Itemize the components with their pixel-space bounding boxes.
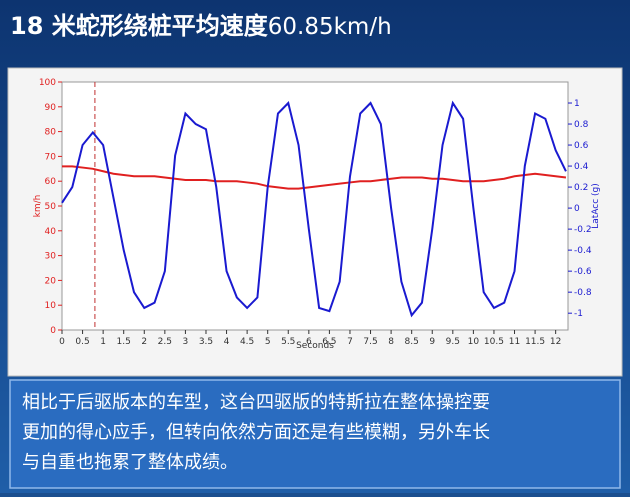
y2-tick-label: 0 (574, 204, 580, 214)
x-tick-label: 11.5 (525, 337, 545, 347)
caption-line: 相比于后驱版本的车型，这台四驱版的特斯拉在整体操控要 (22, 392, 490, 413)
y2-tick-label: 0.8 (574, 120, 589, 130)
x-tick-label: 3 (183, 337, 189, 347)
x-tick-label: 7 (347, 337, 353, 347)
x-tick-label: 9.5 (446, 337, 460, 347)
y-tick-label: 10 (45, 301, 57, 311)
y-axis-label: km/h (33, 195, 43, 218)
y-tick-label: 40 (45, 227, 57, 237)
x-tick-label: 9 (429, 337, 435, 347)
x-tick-label: 8.5 (405, 337, 419, 347)
y2-tick-label: 0.4 (574, 162, 589, 172)
series-line (61, 100, 567, 318)
y-tick-label: 100 (39, 78, 56, 88)
x-axis-label: Seconds (296, 341, 334, 351)
x-tick-label: 11 (509, 337, 520, 347)
x-tick-label: 5.5 (281, 337, 295, 347)
x-tick-label: 7.5 (363, 337, 377, 347)
x-tick-label: 5 (265, 337, 271, 347)
x-tick-label: 0.5 (75, 337, 89, 347)
x-tick-label: 6.5 (322, 337, 336, 347)
caption-line: 更加的得心应手，但转向依然方面还是有些模糊，另外车长 (22, 422, 490, 443)
y2-tick-label: 0.2 (574, 183, 588, 193)
x-tick-label: 6 (306, 337, 312, 347)
y2-tick-label: -0.6 (574, 267, 592, 277)
title-value: 60.85km/h (268, 14, 392, 40)
x-tick-label: 10 (468, 337, 480, 347)
x-tick-label: 0 (59, 337, 65, 347)
y-tick-label: 80 (45, 128, 57, 138)
title: 18 米蛇形绕桩平均速度 (10, 12, 269, 40)
y-tick-label: 20 (45, 276, 57, 286)
x-tick-label: 12 (550, 337, 561, 347)
x-tick-label: 4 (224, 337, 230, 347)
y2-tick-label: 0.6 (574, 141, 589, 151)
plot-area (61, 81, 569, 331)
x-tick-label: 3.5 (199, 337, 213, 347)
x-tick-label: 1.5 (117, 337, 131, 347)
y-tick-label: 60 (45, 177, 57, 187)
y-tick-label: 30 (45, 252, 57, 262)
caption-box (9, 379, 621, 489)
header-title: 18 米蛇形绕桩平均速度60.85km/h (10, 12, 392, 40)
x-tick-label: 8 (388, 337, 394, 347)
y2-tick-label: -0.4 (574, 246, 592, 256)
y2-tick-label: -0.2 (574, 225, 592, 235)
series-line (62, 165, 567, 190)
x-tick-label: 1 (100, 337, 106, 347)
y-tick-label: 50 (45, 202, 57, 212)
y-tick-label: 90 (45, 103, 57, 113)
x-tick-label: 4.5 (240, 337, 254, 347)
x-tick-label: 2.5 (158, 337, 172, 347)
x-tick-label: 10.5 (484, 337, 504, 347)
y-tick-label: 0 (50, 326, 56, 336)
caption-line: 与自重也拖累了整体成绩。 (22, 452, 238, 473)
y-tick-label: 70 (45, 152, 57, 162)
y2-axis-label: LatAcc (g) (591, 183, 601, 229)
y2-tick-label: -0.8 (574, 288, 592, 298)
y2-tick-label: -1 (574, 309, 583, 319)
y2-tick-label: 1 (574, 99, 580, 109)
x-tick-label: 2 (141, 337, 147, 347)
